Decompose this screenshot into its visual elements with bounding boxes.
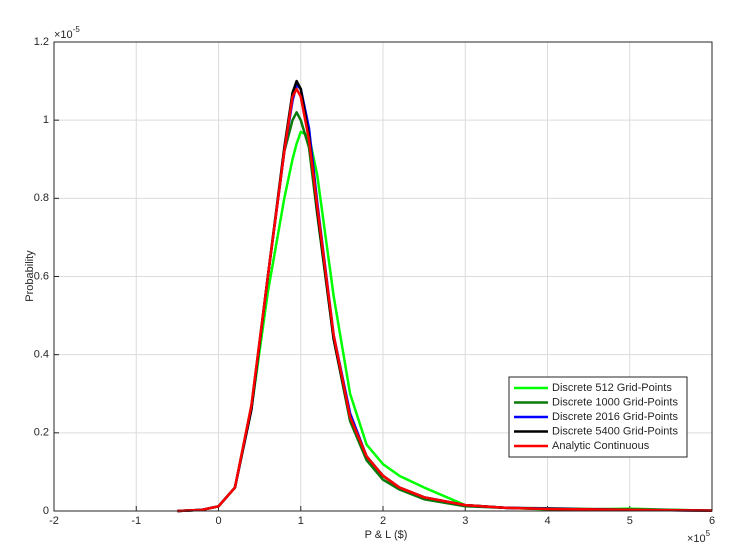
x-tick-label: -2 [49,515,59,527]
legend: Discrete 512 Grid-Points Discrete 1000 Gr… [508,376,688,458]
x-axis-label: P & L ($) [365,529,408,541]
x-multiplier-base: ×10 [687,533,706,545]
y-multiplier-base: ×10 [54,29,73,41]
y-tick-label: 0.8 [34,192,49,204]
y-tick-label: 0 [43,505,49,517]
y-multiplier-exponent: -5 [73,25,81,34]
x-tick-label: 2 [380,515,386,527]
series-line [177,87,713,513]
x-tick-label: 5 [627,515,633,527]
y-axis-label: Probability [24,250,36,302]
legend-label: Discrete 5400 Grid-Points [552,425,678,437]
x-tick-label: 3 [462,515,468,527]
legend-label: Discrete 1000 Grid-Points [552,396,678,408]
y-tick-label: 1.2 [34,36,49,48]
x-tick-label: -1 [131,515,141,527]
y-multiplier: ×10-5 [54,25,80,41]
y-tick-label: 0.2 [34,427,49,439]
legend-label: Discrete 512 Grid-Points [552,382,672,394]
x-tick-label: 6 [709,515,715,527]
x-multiplier: ×105 [687,529,711,545]
y-tick-label: 0.6 [34,270,49,282]
legend-label: Discrete 2016 Grid-Points [552,411,678,423]
x-multiplier-exponent: 5 [706,529,711,538]
x-tick-label: 4 [544,515,550,527]
axes-box [53,41,713,512]
y-tick-label: 0.4 [34,349,49,361]
y-tick-label: 1 [43,114,49,126]
legend-label: Analytic Continuous [552,440,650,452]
x-tick-label: 1 [298,515,304,527]
x-tick-label: 0 [215,515,221,527]
